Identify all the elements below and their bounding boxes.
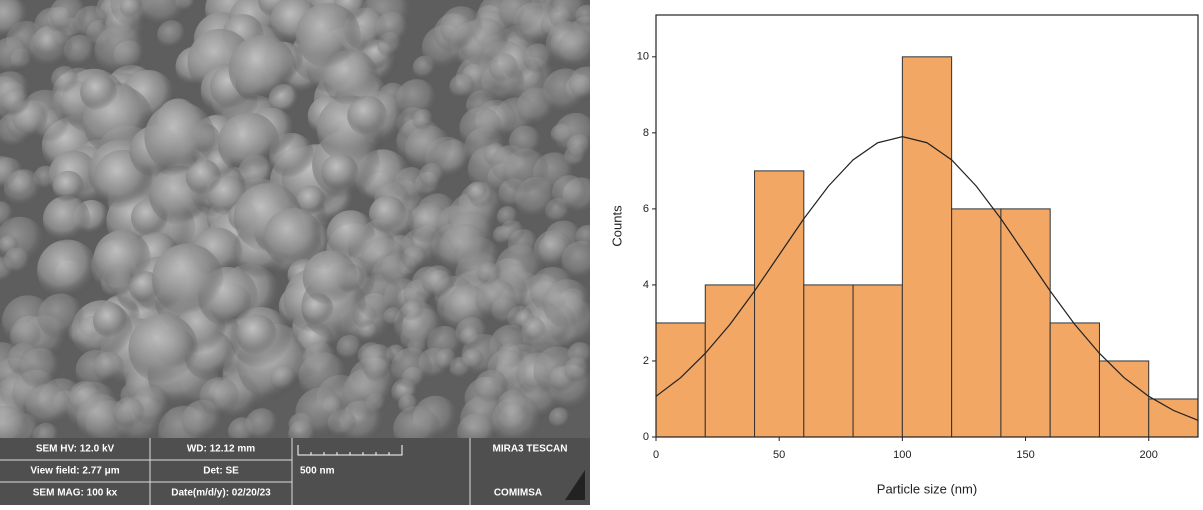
bar bbox=[902, 57, 951, 437]
info-lab: COMIMSA bbox=[494, 488, 542, 499]
x-tick-label: 0 bbox=[653, 449, 659, 461]
sem-grain bbox=[543, 279, 592, 328]
sem-grain bbox=[53, 171, 84, 202]
y-axis-title: Counts bbox=[609, 205, 624, 247]
sem-grain bbox=[412, 109, 433, 130]
info-brand: MIRA3 TESCAN bbox=[492, 444, 567, 455]
y-tick-label: 6 bbox=[643, 203, 649, 215]
info-mag: SEM MAG: 100 kx bbox=[33, 488, 118, 499]
y-tick-label: 8 bbox=[643, 127, 649, 139]
sem-grain bbox=[561, 241, 601, 281]
sem-grain bbox=[152, 244, 223, 315]
bar bbox=[1050, 323, 1099, 437]
sem-grain bbox=[391, 347, 432, 388]
sem-grain bbox=[93, 304, 127, 338]
sem-grain bbox=[19, 348, 60, 389]
bar bbox=[952, 209, 1001, 437]
sem-grain bbox=[43, 196, 91, 244]
sem-grain bbox=[462, 349, 484, 371]
sem-grain bbox=[296, 3, 361, 68]
sem-grain bbox=[2, 89, 30, 117]
sem-grain bbox=[569, 67, 603, 101]
sem-grain bbox=[360, 344, 395, 379]
sem-grain bbox=[449, 74, 475, 100]
sem-grain bbox=[229, 35, 297, 103]
sem-grain bbox=[564, 357, 590, 383]
sem-grain bbox=[375, 12, 410, 47]
info-date: Date(m/d/y): 02/20/23 bbox=[171, 488, 271, 499]
sem-grain bbox=[475, 279, 517, 321]
sem-grain bbox=[422, 265, 454, 297]
sem-grain bbox=[336, 335, 362, 361]
sem-grain bbox=[93, 352, 124, 383]
y-tick-label: 10 bbox=[637, 51, 649, 63]
sem-grain bbox=[144, 102, 215, 173]
x-axis-title: Particle size (nm) bbox=[877, 481, 977, 496]
sem-grain bbox=[113, 397, 145, 429]
bar bbox=[1001, 209, 1050, 437]
sem-grain bbox=[321, 154, 358, 191]
sem-grain bbox=[478, 262, 501, 285]
sem-info-bar: SEM HV: 12.0 kV View field: 2.77 μm SEM … bbox=[0, 438, 590, 505]
sem-grain bbox=[467, 182, 487, 202]
sem-grain bbox=[435, 349, 457, 371]
y-tick-label: 4 bbox=[643, 279, 649, 291]
sem-grain bbox=[94, 230, 151, 287]
sem-grain bbox=[26, 384, 71, 429]
sem-grain bbox=[522, 317, 546, 341]
sem-grain bbox=[80, 74, 117, 111]
sem-grain bbox=[199, 377, 239, 417]
info-view-field: View field: 2.77 μm bbox=[30, 466, 119, 477]
bar bbox=[705, 285, 754, 437]
info-det: Det: SE bbox=[203, 466, 239, 477]
x-tick-label: 100 bbox=[893, 449, 911, 461]
sem-grain bbox=[383, 307, 403, 327]
sem-grain bbox=[558, 29, 598, 69]
sem-grain bbox=[419, 163, 445, 189]
sem-grain bbox=[4, 247, 31, 274]
sem-grain bbox=[128, 314, 198, 384]
y-tick-label: 2 bbox=[643, 355, 649, 367]
x-tick-label: 200 bbox=[1140, 449, 1158, 461]
sem-grain bbox=[264, 208, 323, 267]
sem-grain bbox=[398, 394, 419, 415]
bar bbox=[755, 171, 804, 437]
sem-grain bbox=[361, 237, 407, 283]
histogram-chart: 0246810050100150200Particle size (nm)Cou… bbox=[609, 15, 1198, 496]
bars bbox=[656, 57, 1198, 437]
sem-grain bbox=[369, 196, 407, 234]
sem-grain bbox=[402, 300, 424, 322]
y-tick-label: 0 bbox=[643, 431, 649, 443]
bar bbox=[804, 285, 853, 437]
sem-grain bbox=[523, 43, 553, 73]
bar bbox=[853, 285, 902, 437]
sem-grain bbox=[51, 66, 78, 93]
sem-grain bbox=[459, 107, 502, 150]
sem-grain bbox=[552, 175, 587, 210]
sem-grain bbox=[440, 6, 482, 48]
info-wd: WD: 12.12 mm bbox=[187, 444, 255, 455]
sem-grain bbox=[497, 206, 519, 228]
sem-grain bbox=[489, 53, 518, 82]
info-scale: 500 nm bbox=[300, 466, 335, 477]
sem-grain bbox=[509, 126, 542, 159]
sem-grain bbox=[460, 326, 481, 347]
figure: SEM HV: 12.0 kV View field: 2.77 μm SEM … bbox=[0, 0, 1203, 505]
sem-grain bbox=[270, 365, 297, 392]
info-hv: SEM HV: 12.0 kV bbox=[36, 444, 115, 455]
sem-grain bbox=[37, 240, 98, 301]
sem-grain bbox=[218, 112, 280, 174]
bar bbox=[656, 323, 705, 437]
x-tick-label: 150 bbox=[1016, 449, 1034, 461]
bar bbox=[1149, 399, 1198, 437]
sem-grain bbox=[245, 408, 279, 442]
x-tick-label: 50 bbox=[773, 449, 785, 461]
sem-image bbox=[0, 0, 603, 458]
sem-grain bbox=[567, 134, 592, 159]
bar bbox=[1099, 361, 1148, 437]
sem-grain bbox=[94, 25, 145, 76]
